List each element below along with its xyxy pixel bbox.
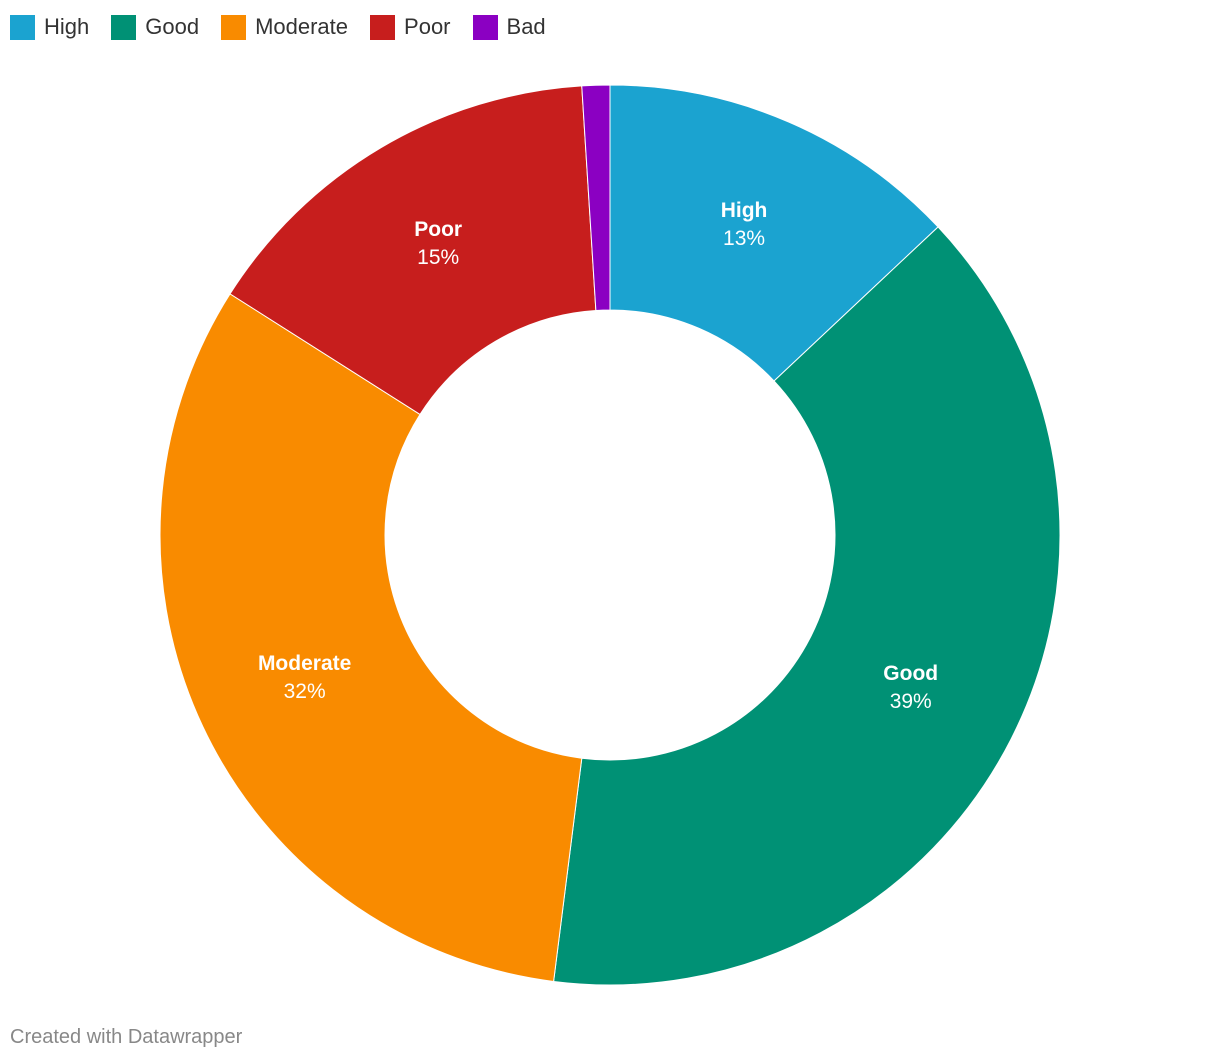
credit: Created with Datawrapper (10, 1026, 243, 1048)
legend: High Good Moderate Poor Bad (10, 14, 546, 40)
legend-item: Moderate (221, 14, 348, 40)
slice-name: Poor (414, 218, 462, 241)
legend-label: Good (145, 14, 200, 39)
legend-item: High (10, 14, 89, 40)
legend-swatch (472, 14, 498, 40)
legend-item: Good (111, 14, 199, 40)
legend-label: Poor (404, 14, 451, 39)
slice-value: 32% (284, 680, 326, 703)
legend-swatch (10, 14, 35, 40)
slice (581, 84, 611, 311)
legend-swatch (111, 14, 137, 40)
slice-value: 15% (417, 246, 459, 269)
slice (553, 226, 1061, 986)
slice (609, 84, 939, 382)
legend-swatch (221, 14, 247, 40)
legend-item: Bad (472, 14, 546, 40)
slice-value: 13% (723, 227, 765, 250)
legend-swatch (370, 14, 396, 40)
slice-name: Good (883, 662, 938, 685)
slice-name: Moderate (258, 652, 351, 675)
legend-label: Moderate (255, 14, 349, 39)
legend-label: High (44, 14, 90, 39)
slice (229, 85, 597, 416)
slice-name: High (721, 199, 768, 222)
slice (159, 293, 583, 983)
legend-label: Bad (506, 14, 546, 39)
legend-item: Poor (370, 14, 451, 40)
slice-value: 39% (890, 690, 932, 713)
